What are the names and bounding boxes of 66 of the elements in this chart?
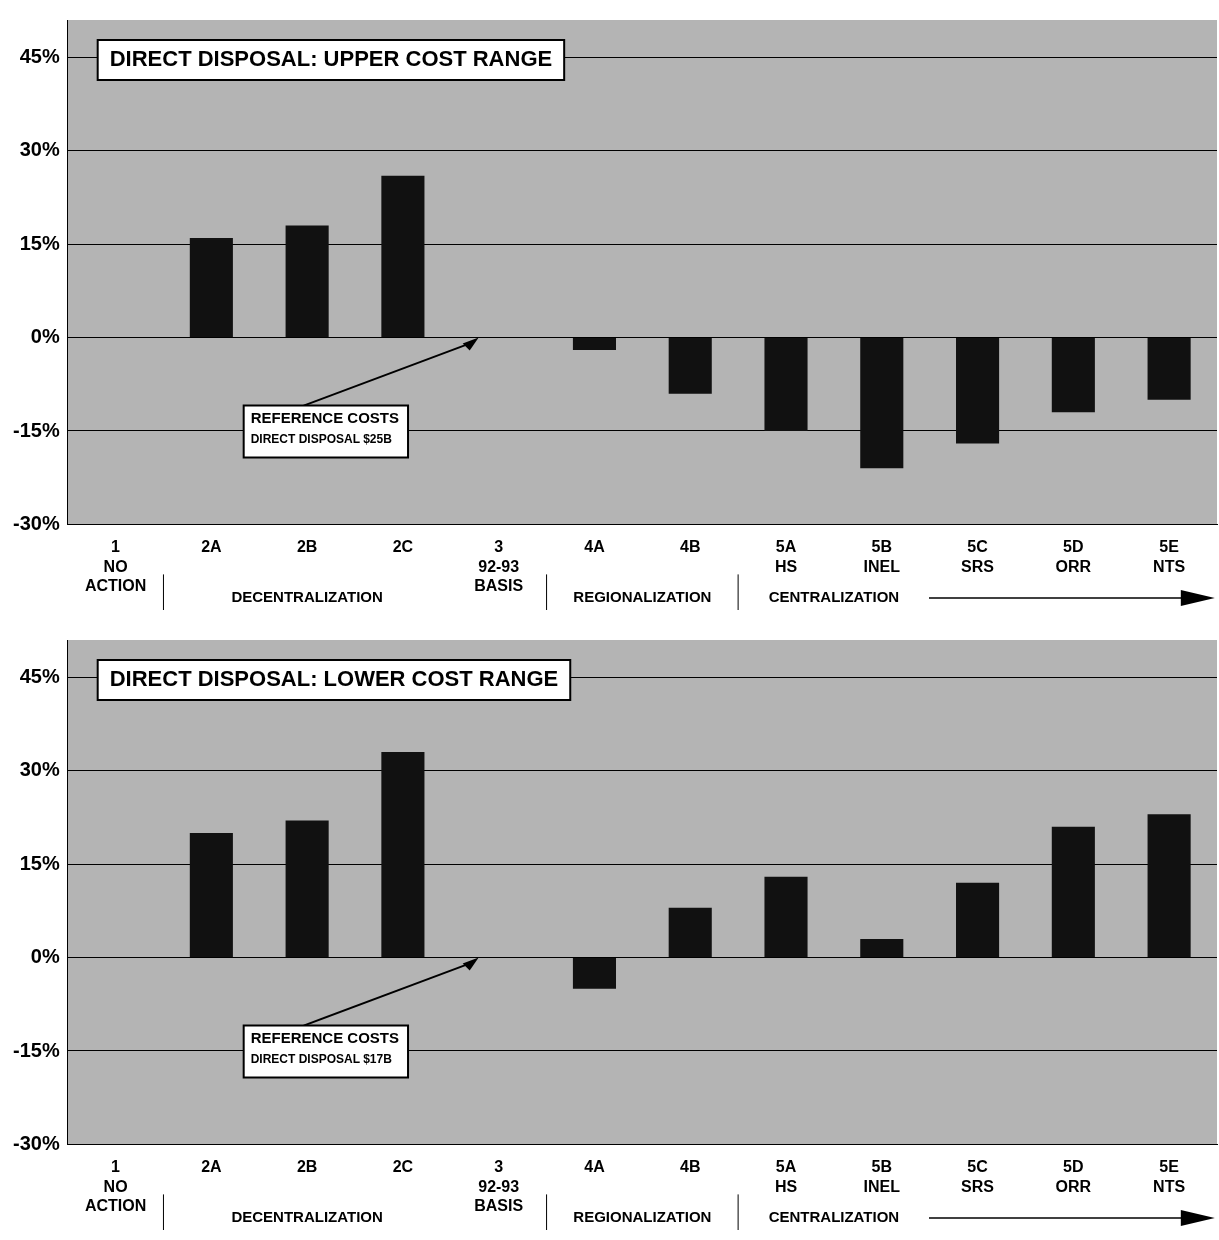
x-tick-label: 4A (584, 538, 606, 556)
x-tick-label: 5B INEL (863, 1158, 901, 1195)
bar (668, 907, 712, 958)
x-tick-label: 3 92-93 BASIS (474, 538, 524, 594)
x-tick-label: 2A (201, 1158, 223, 1176)
y-tick-label: 45% (19, 664, 60, 687)
text: CENTRALIZATION (768, 1208, 900, 1226)
y-tick-label: -15% (12, 1038, 60, 1061)
bar (956, 338, 1000, 444)
y-tick-label: 30% (19, 758, 60, 781)
x-tick-label: 5A HS (774, 1158, 798, 1195)
text: CENTRALIZATION (768, 588, 900, 606)
y-tick-label: -15% (12, 418, 60, 441)
y-tick-label: -30% (12, 1131, 60, 1154)
x-tick-label: 3 92-93 BASIS (474, 1158, 524, 1214)
x-tick-label: 4B (680, 1158, 701, 1176)
annotation: REFERENCE COSTS DIRECT DISPOSAL $25B (250, 409, 400, 446)
bar (381, 175, 425, 338)
bar (572, 338, 617, 351)
bar (189, 237, 233, 338)
x-tick-label: 5D ORR (1055, 538, 1092, 575)
bar (1147, 338, 1191, 400)
x-tick-label: 5C SRS (961, 538, 995, 575)
bar (764, 338, 808, 431)
bar (1147, 814, 1191, 958)
x-tick-label: 4A (584, 1158, 606, 1176)
bar (572, 958, 617, 989)
x-tick-label: 5C SRS (961, 1158, 995, 1195)
text: DECENTRALIZATION (231, 1208, 383, 1226)
x-tick-label: 2C (392, 1158, 414, 1176)
text: DIRECT DISPOSAL: UPPER COST RANGE (109, 46, 553, 72)
y-tick-label: 30% (19, 138, 60, 161)
annotation: REFERENCE COSTS DIRECT DISPOSAL $17B (250, 1029, 400, 1066)
x-tick-label: 1 NO ACTION (84, 538, 147, 594)
x-tick-label: 5D ORR (1055, 1158, 1092, 1195)
x-tick-label: 5E NTS (1153, 1158, 1186, 1195)
x-tick-label: 2A (201, 538, 223, 556)
y-tick-label: 15% (19, 851, 60, 874)
x-tick-label: 5A HS (774, 538, 798, 575)
bar (860, 338, 904, 469)
bar (860, 938, 904, 958)
bar (285, 225, 329, 338)
x-tick-label: 2B (296, 538, 318, 556)
bar (381, 752, 425, 958)
x-tick-label: 5B INEL (863, 538, 901, 575)
bar (285, 820, 329, 958)
bar (668, 338, 712, 394)
y-tick-label: 0% (30, 945, 60, 968)
y-tick-label: 15% (19, 231, 60, 254)
text: REGIONALIZATION (573, 588, 712, 606)
text: DIRECT DISPOSAL: LOWER COST RANGE (109, 666, 559, 692)
x-tick-label: 1 NO ACTION (84, 1158, 147, 1214)
x-tick-label: 2B (296, 1158, 318, 1176)
x-tick-label: 2C (392, 538, 414, 556)
text: DECENTRALIZATION (231, 588, 383, 606)
x-tick-label: 5E NTS (1153, 538, 1186, 575)
y-tick-label: 0% (30, 325, 60, 348)
y-tick-label: -30% (12, 511, 60, 534)
bar (956, 882, 1000, 958)
y-tick-label: 45% (19, 44, 60, 67)
bar (1051, 338, 1095, 413)
x-tick-label: 4B (680, 538, 701, 556)
text: REGIONALIZATION (573, 1208, 712, 1226)
bar (764, 876, 808, 958)
bar (189, 833, 233, 958)
bar (1051, 826, 1095, 958)
